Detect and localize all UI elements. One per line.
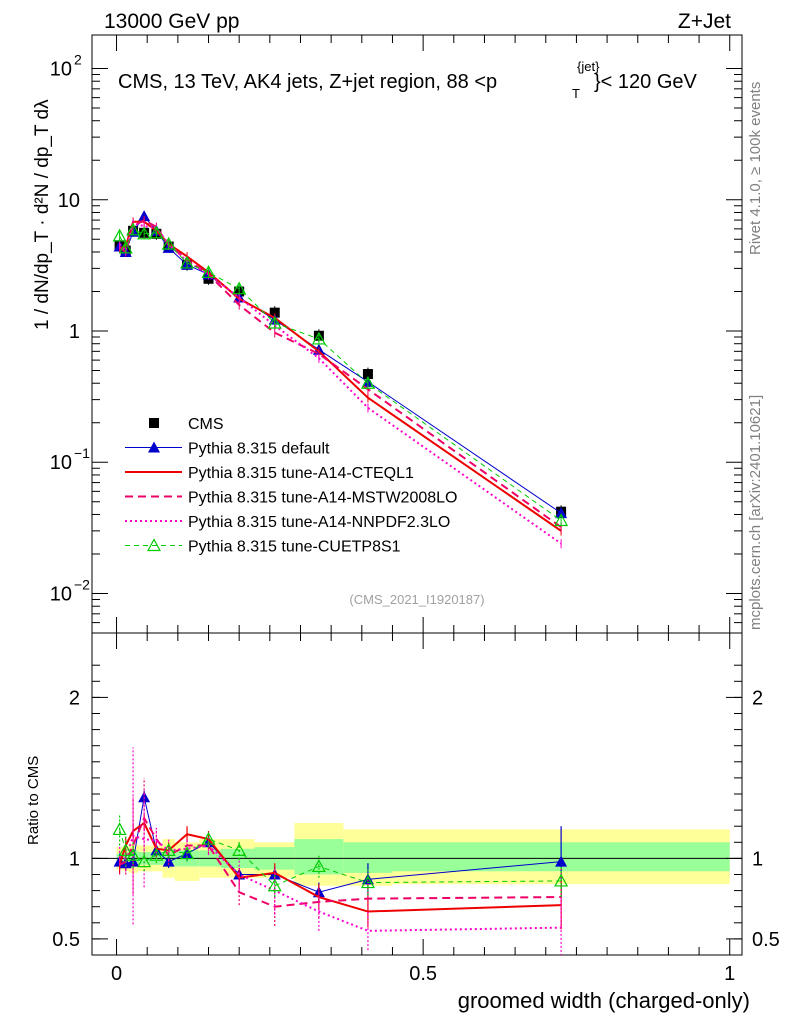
y-tick-label: 1: [69, 321, 80, 343]
series-pythia-8-315-tune-cuetp8s1-point: [554, 513, 569, 527]
ratio-axis-ticks: 0 0.5 1 2 2 1 1 0.5 0.5: [52, 633, 780, 985]
ratio-y-tick-label-right: 1: [752, 848, 763, 870]
header-left: 13000 GeV pp: [104, 10, 239, 33]
plot-title-sup: {jet}: [577, 59, 600, 74]
y-axis-label-text: 1 / dN/dp_T · d²N / dp_T dλ: [32, 99, 53, 330]
x-tick-label: 1: [724, 963, 735, 985]
legend: CMS Pythia 8.315 default Pythia 8.315 tune…: [125, 416, 457, 556]
series-pythia-8-315-tune-cuetp8s1-point: [360, 375, 375, 389]
series-pythia-8-315-tune-cuetp8s1-ratio-point: [180, 846, 195, 860]
series-pythia-8-315-tune-cuetp8s1-point: [126, 222, 141, 236]
x-tick-label: 0.5: [409, 963, 437, 985]
series-pythia-8-315-tune-cuetp8s1-ratio-point: [118, 843, 133, 856]
series-pythia-8-315-tune-cuetp8s1-point: [161, 236, 176, 250]
legend-pythia-8-315-tune-a14-nnpdf2-3lo-label: Pythia 8.315 tune-A14-NNPDF2.3LO: [188, 514, 450, 531]
series-pythia-8-315-tune-cuetp8s1-ratio-point: [126, 847, 141, 861]
plot-title-suffix: }< 120 GeV: [594, 71, 698, 93]
ratio-series: [112, 747, 569, 955]
ratio-y-label: Ratio to CMS: [25, 756, 42, 845]
y-tick-label: 10: [50, 59, 72, 81]
ratio-y-tick-label-right: 2: [752, 687, 763, 709]
analysis-id: (CMS_2021_I1920187): [349, 592, 484, 607]
y-axis-label: 1 / dN/dp_T · d²N / dp_T dλ: [32, 99, 53, 330]
series-pythia-8-315-tune-cuetp8s1-ratio-point: [201, 831, 216, 845]
header-right: Z+Jet: [678, 10, 731, 33]
plot-title: CMS, 13 TeV, AK4 jets, Z+jet region, 88 …: [118, 71, 497, 93]
series-pythia-8-315-tune-cuetp8s1-ratio-point: [554, 873, 569, 887]
series-cms-point: [362, 369, 373, 380]
series-pythia-8-315-tune-cuetp8s1-ratio-point: [360, 875, 375, 889]
legend-pythia-8-315-tune-cuetp8s1-label: Pythia 8.315 tune-CUETP8S1: [188, 539, 401, 556]
legend-pythia-8-315-tune-cuetp8s1-marker: [146, 538, 162, 552]
legend-pythia-8-315-tune-a14-cteql1-label: Pythia 8.315 tune-A14-CTEQL1: [188, 465, 414, 482]
legend-pythia-8-315-default-label: Pythia 8.315 default: [188, 441, 330, 458]
series-pythia-8-315-tune-cuetp8s1-point: [137, 226, 152, 240]
ratio-plot-frame: [91, 632, 743, 956]
series-pythia-8-315-tune-cuetp8s1-ratio-point: [267, 878, 282, 892]
y-tick-label: 10: [50, 583, 72, 605]
series-pythia-8-315-tune-cuetp8s1-point: [311, 331, 326, 345]
series-pythia-8-315-tune-cuetp8s1-ratio-point: [149, 847, 164, 861]
y-tick-label: 10: [50, 452, 72, 474]
x-tick-label: 0: [111, 963, 122, 985]
mcplots-label: mcplots.cern.ch [arXiv:2401.10621]: [747, 395, 764, 630]
ratio-y-tick-label: 2: [69, 687, 80, 709]
y-tick-label: 10: [58, 190, 80, 212]
series-pythia-8-315-tune-cuetp8s1-ratio-point: [311, 859, 326, 873]
series-pythia-8-315-tune-cuetp8s1-ratio-point: [137, 854, 152, 868]
series-pythia-8-315-tune-cuetp8s1-point: [232, 281, 247, 295]
series-pythia-8-315-tune-cuetp8s1-point: [149, 225, 164, 239]
series-pythia-8-315-tune-cuetp8s1-point: [201, 265, 216, 278]
legend-cms-marker: [149, 418, 159, 428]
series-pythia-8-315-default-point: [138, 210, 151, 222]
series-pythia-8-315-tune-cuetp8s1-point: [118, 240, 133, 254]
plot-title-sub: T: [572, 86, 580, 101]
ratio-y-tick-label: 1: [69, 848, 80, 870]
y-tick-exponent: −2: [74, 576, 90, 592]
plot-title-prefix: CMS, 13 TeV, AK4 jets, Z+jet region, 88 …: [118, 71, 497, 93]
ratio-y-tick-label-right: 0.5: [752, 929, 780, 951]
series-cms-point: [269, 307, 280, 318]
series-pythia-8-315-default-point: [555, 507, 568, 519]
series-pythia-8-315-tune-cuetp8s1-ratio-point: [161, 843, 176, 856]
ratio-y-tick-label: 0.5: [52, 929, 80, 951]
rivet-label: Rivet 4.1.0, ≥ 100k events: [747, 82, 764, 255]
x-axis-label: groomed width (charged-only): [458, 988, 750, 1013]
main-series: [112, 210, 569, 549]
legend-pythia-8-315-tune-a14-mstw2008lo-label: Pythia 8.315 tune-A14-MSTW2008LO: [188, 490, 457, 507]
y-tick-exponent: −1: [74, 445, 90, 461]
series-pythia-8-315-tune-cuetp8s1-ratio-point: [232, 843, 247, 856]
series-pythia-8-315-tune-cuetp8s1-point: [112, 228, 127, 242]
series-pythia-8-315-default-ratio-point: [555, 855, 568, 867]
series-pythia-8-315-tune-cuetp8s1-point: [267, 315, 282, 329]
legend-cms-label: CMS: [188, 416, 224, 433]
legend-pythia-8-315-default-marker: [148, 441, 160, 453]
y-tick-exponent: 2: [74, 52, 82, 68]
series-pythia-8-315-tune-cuetp8s1-point: [180, 255, 195, 269]
series-pythia-8-315-tune-cuetp8s1-ratio-point: [112, 822, 127, 836]
